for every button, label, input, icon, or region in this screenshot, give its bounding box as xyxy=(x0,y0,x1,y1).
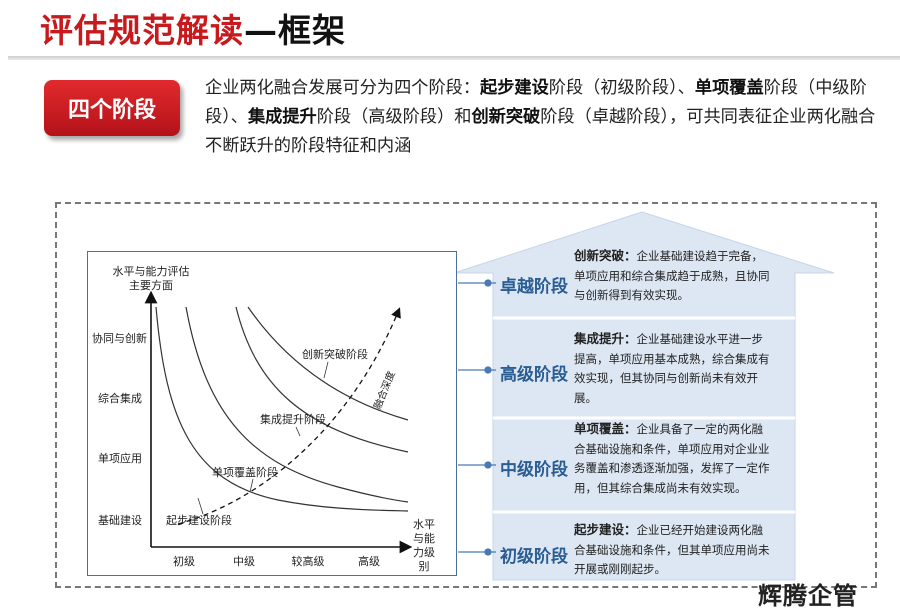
stage-desc-advanced: 集成提升：企业基础建设水平进一步提高，单项应用基本成熟，综合集成有效实现，但其协… xyxy=(574,329,774,408)
stage-desc-text: 企业已经开始建设两化融合基础设施和条件，但其单项应用尚未开展或刚刚起步。 xyxy=(574,523,770,576)
four-stages-badge-label: 四个阶段 xyxy=(67,98,156,123)
stage-curve-integration xyxy=(235,306,409,453)
x-axis-title: 水平 xyxy=(413,518,435,531)
curve-label-innovation: 创新突破阶段 xyxy=(302,347,368,361)
y-level-label: 协同与创新 xyxy=(92,331,147,345)
intro-keyword: 单项覆盖 xyxy=(694,78,764,98)
stage-label-intermediate: 中级阶段 xyxy=(500,460,568,480)
stage-desc-excellent: 创新突破：企业基础建设趋于完备，单项应用和综合集成趋于成熟，且协同与创新得到有效… xyxy=(574,246,774,306)
page-title-sub: —框架 xyxy=(244,11,346,50)
curve-label-pointer xyxy=(249,478,254,493)
curve-label-integration: 集成提升阶段 xyxy=(260,412,326,426)
stage-desc-heading: 集成提升： xyxy=(574,331,637,346)
intro-keyword: 集成提升 xyxy=(247,107,317,127)
x-axis-title: 力级 xyxy=(413,546,435,559)
stage-desc-text: 企业基础建设趋于完备，单项应用和综合集成趋于成熟，且协同与创新得到有效实现。 xyxy=(574,249,770,302)
intro-paragraph: 企业两化融合发展可分为四个阶段：起步建设阶段（初级阶段）、单项覆盖阶段（中级阶段… xyxy=(205,74,885,161)
connector-dot xyxy=(484,461,492,469)
intro-keyword: 起步建设 xyxy=(480,78,549,98)
curve-label-pointer xyxy=(323,361,329,379)
y-level-label: 单项应用 xyxy=(98,451,142,465)
diagram-frame xyxy=(55,202,877,588)
stage-desc-heading: 单项覆盖： xyxy=(574,421,637,436)
stage-curve-single-coverage xyxy=(185,306,409,503)
x-level-label: 中级 xyxy=(233,555,255,568)
x-axis-title: 与能 xyxy=(413,531,435,545)
intro-text: 阶段（中级阶段）、 xyxy=(205,78,867,127)
connector-dot xyxy=(484,548,492,556)
stage-chart-box: 水平与能力评估 主要方面 协同与创新 综合集成 单项应用 基础建设 初级 中级 … xyxy=(87,251,457,576)
page-title-main: 评估规范解读 xyxy=(40,11,244,50)
stage-desc-text: 企业基础建设水平进一步提高，单项应用基本成熟，综合集成有效实现，但其协同与创新尚… xyxy=(574,332,770,405)
curve-label-pointer xyxy=(197,497,204,515)
stage-desc-initial: 起步建设：企业已经开始建设两化融合基础设施和条件，但其单项应用尚未开展或刚刚起步… xyxy=(574,520,774,580)
four-stages-badge: 四个阶段 xyxy=(44,80,180,136)
x-level-label: 高级 xyxy=(358,554,380,568)
stage-chart: 水平与能力评估 主要方面 协同与创新 综合集成 单项应用 基础建设 初级 中级 … xyxy=(92,264,435,573)
stage-curve-innovation xyxy=(247,306,409,421)
x-level-label: 较高级 xyxy=(292,554,325,568)
intro-text: 阶段（卓越阶段），可共同表征企业两化融合不断跃升的阶段特征和内涵 xyxy=(205,107,876,156)
y-level-label: 综合集成 xyxy=(98,391,142,405)
intro-text: 阶段（高级阶段）和 xyxy=(316,107,472,127)
watermark-logo: 辉腾企管 xyxy=(758,581,858,610)
y-level-label: 基础建设 xyxy=(98,513,142,527)
stage-desc-intermediate: 单项覆盖：企业具备了一定的两化融合基础设施和条件，单项应用对企业业务覆盖和渗透逐… xyxy=(574,419,774,498)
page-title: 评估规范解读—框架 xyxy=(40,4,346,52)
intro-keyword: 创新突破 xyxy=(471,107,541,127)
curve-label-single-coverage: 单项覆盖阶段 xyxy=(212,465,278,479)
stage-curve-initial xyxy=(155,306,409,512)
stage-label-initial: 初级阶段 xyxy=(500,547,568,567)
curve-label-initial: 起步建设阶段 xyxy=(166,513,232,527)
stage-desc-text: 企业具备了一定的两化融合基础设施和条件，单项应用对企业业务覆盖和渗透逐渐加强，发… xyxy=(574,422,770,495)
upward-arrow xyxy=(453,211,835,581)
connector-dot xyxy=(484,366,492,374)
title-divider xyxy=(8,56,900,60)
stage-label-advanced: 高级阶段 xyxy=(500,365,568,385)
x-axis-title: 别 xyxy=(419,560,430,573)
connector-dot xyxy=(484,279,492,287)
intro-text: 企业两化融合发展可分为四个阶段： xyxy=(205,78,481,98)
stage-label-excellent: 卓越阶段 xyxy=(500,277,568,297)
y-axis-title: 水平与能力评估 xyxy=(113,264,190,278)
y-axis-title: 主要方面 xyxy=(129,278,173,292)
stage-desc-heading: 起步建设： xyxy=(574,522,637,537)
stage-desc-heading: 创新突破： xyxy=(574,248,637,263)
integration-depth-label: 融合深度 xyxy=(371,369,398,411)
curve-label-pointer xyxy=(295,426,301,437)
intro-text: 阶段（初级阶段）、 xyxy=(548,78,695,98)
x-level-label: 初级 xyxy=(173,554,195,568)
